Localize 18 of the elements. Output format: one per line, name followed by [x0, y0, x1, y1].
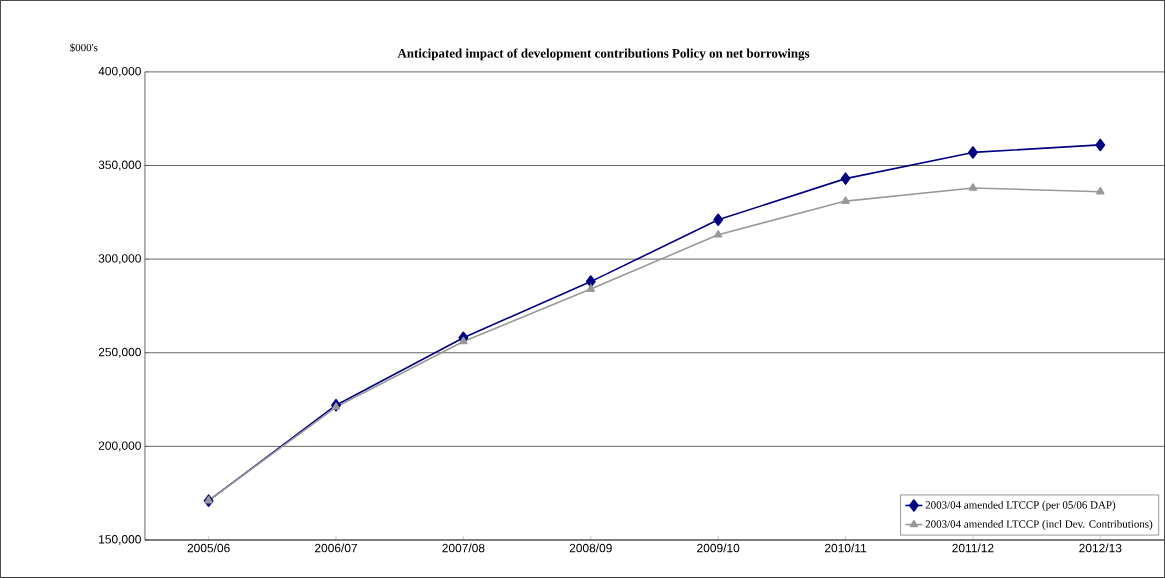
x-tick-label: 2007/08 — [442, 543, 485, 553]
legend-label: 2003/04 amended LTCCP (incl Dev. Contributions) — [925, 520, 1153, 530]
x-tick-label: 2010/11 — [824, 543, 867, 553]
y-tick-label: 350,000 — [98, 160, 141, 171]
x-tick-label: 2011/12 — [952, 543, 994, 553]
x-tick-label: 2006/07 — [314, 543, 358, 553]
y-tick-label: 300,000 — [98, 254, 141, 265]
x-tick-label: 2008/09 — [569, 543, 612, 553]
y-tick-label: 200,000 — [98, 441, 141, 452]
y-tick-label: 150,000 — [99, 535, 141, 545]
chart-title: Anticipated impact of development contributions Policy on net borrowings — [397, 48, 810, 61]
y-axis-title: $000's — [70, 43, 98, 53]
x-tick-label: 2012/13 — [1079, 543, 1122, 553]
y-tick-label: 400,000 — [98, 67, 141, 77]
legend-label: 2003/04 amended LTCCP (per 05/06 DAP) — [925, 500, 1116, 511]
x-tick-label: 2005/06 — [187, 543, 230, 553]
y-tick-label: 250,000 — [98, 347, 141, 358]
x-tick-label: 2009/10 — [697, 543, 740, 553]
